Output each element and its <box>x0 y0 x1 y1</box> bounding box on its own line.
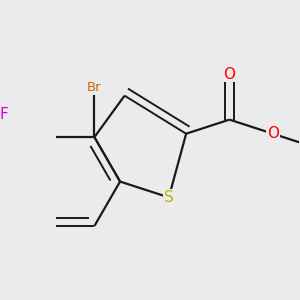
Text: S: S <box>164 190 174 205</box>
Text: Br: Br <box>87 81 102 94</box>
Text: O: O <box>267 126 279 141</box>
Text: F: F <box>0 107 8 122</box>
Text: O: O <box>224 67 236 82</box>
